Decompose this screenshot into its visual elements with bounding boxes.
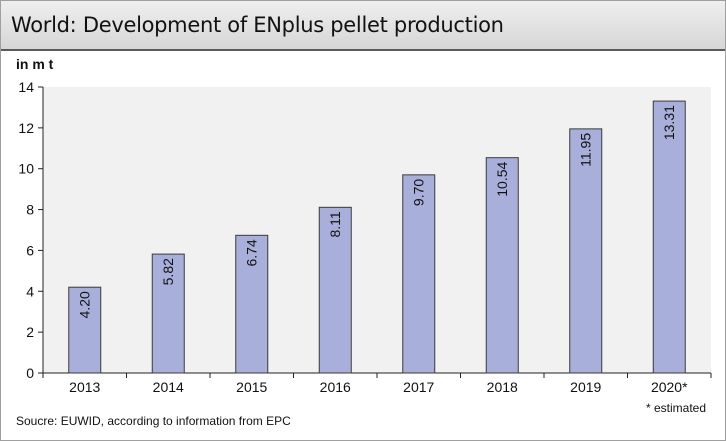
bar-value-label: 6.74 [244, 239, 260, 266]
y-tick-label: 12 [18, 120, 34, 136]
source-note: Soucre: EUWID, according to information … [16, 414, 291, 428]
y-tick-label: 8 [26, 202, 34, 218]
y-tick-label: 14 [18, 79, 34, 95]
y-tick-label: 0 [26, 365, 34, 381]
y-tick-label: 10 [18, 161, 34, 177]
bar [402, 174, 436, 374]
bar [318, 206, 352, 374]
bar [569, 128, 603, 374]
bar-value-label: 9.70 [411, 179, 427, 206]
x-category-label: 2016 [320, 379, 351, 395]
bar [485, 157, 519, 374]
x-category-label: 2015 [236, 379, 267, 395]
bar-value-label: 13.31 [661, 105, 677, 140]
bar-value-label: 8.11 [327, 211, 343, 237]
bar [235, 234, 269, 374]
y-axis-unit-label: in m t [16, 56, 54, 72]
bar-value-label: 5.82 [160, 258, 176, 285]
y-tick-label: 6 [26, 242, 34, 258]
x-category-label: 2014 [153, 379, 184, 395]
bar-value-label: 10.54 [494, 161, 510, 196]
x-category-label: 2020* [651, 379, 688, 395]
x-category-label: 2013 [69, 379, 100, 395]
bar-value-label: 4.20 [77, 291, 93, 318]
y-tick-label: 2 [26, 324, 34, 340]
bar [151, 253, 185, 374]
x-category-label: 2018 [487, 379, 518, 395]
bar [652, 100, 686, 374]
estimated-footnote: * estimated [645, 401, 706, 415]
bar-value-label: 11.95 [578, 133, 594, 167]
chart-title: World: Development of ENplus pellet prod… [11, 13, 504, 37]
y-tick-label: 4 [26, 283, 34, 299]
x-category-label: 2019 [570, 379, 601, 395]
bar [68, 286, 102, 374]
x-category-label: 2017 [403, 379, 434, 395]
title-bar: World: Development of ENplus pellet prod… [1, 1, 725, 51]
